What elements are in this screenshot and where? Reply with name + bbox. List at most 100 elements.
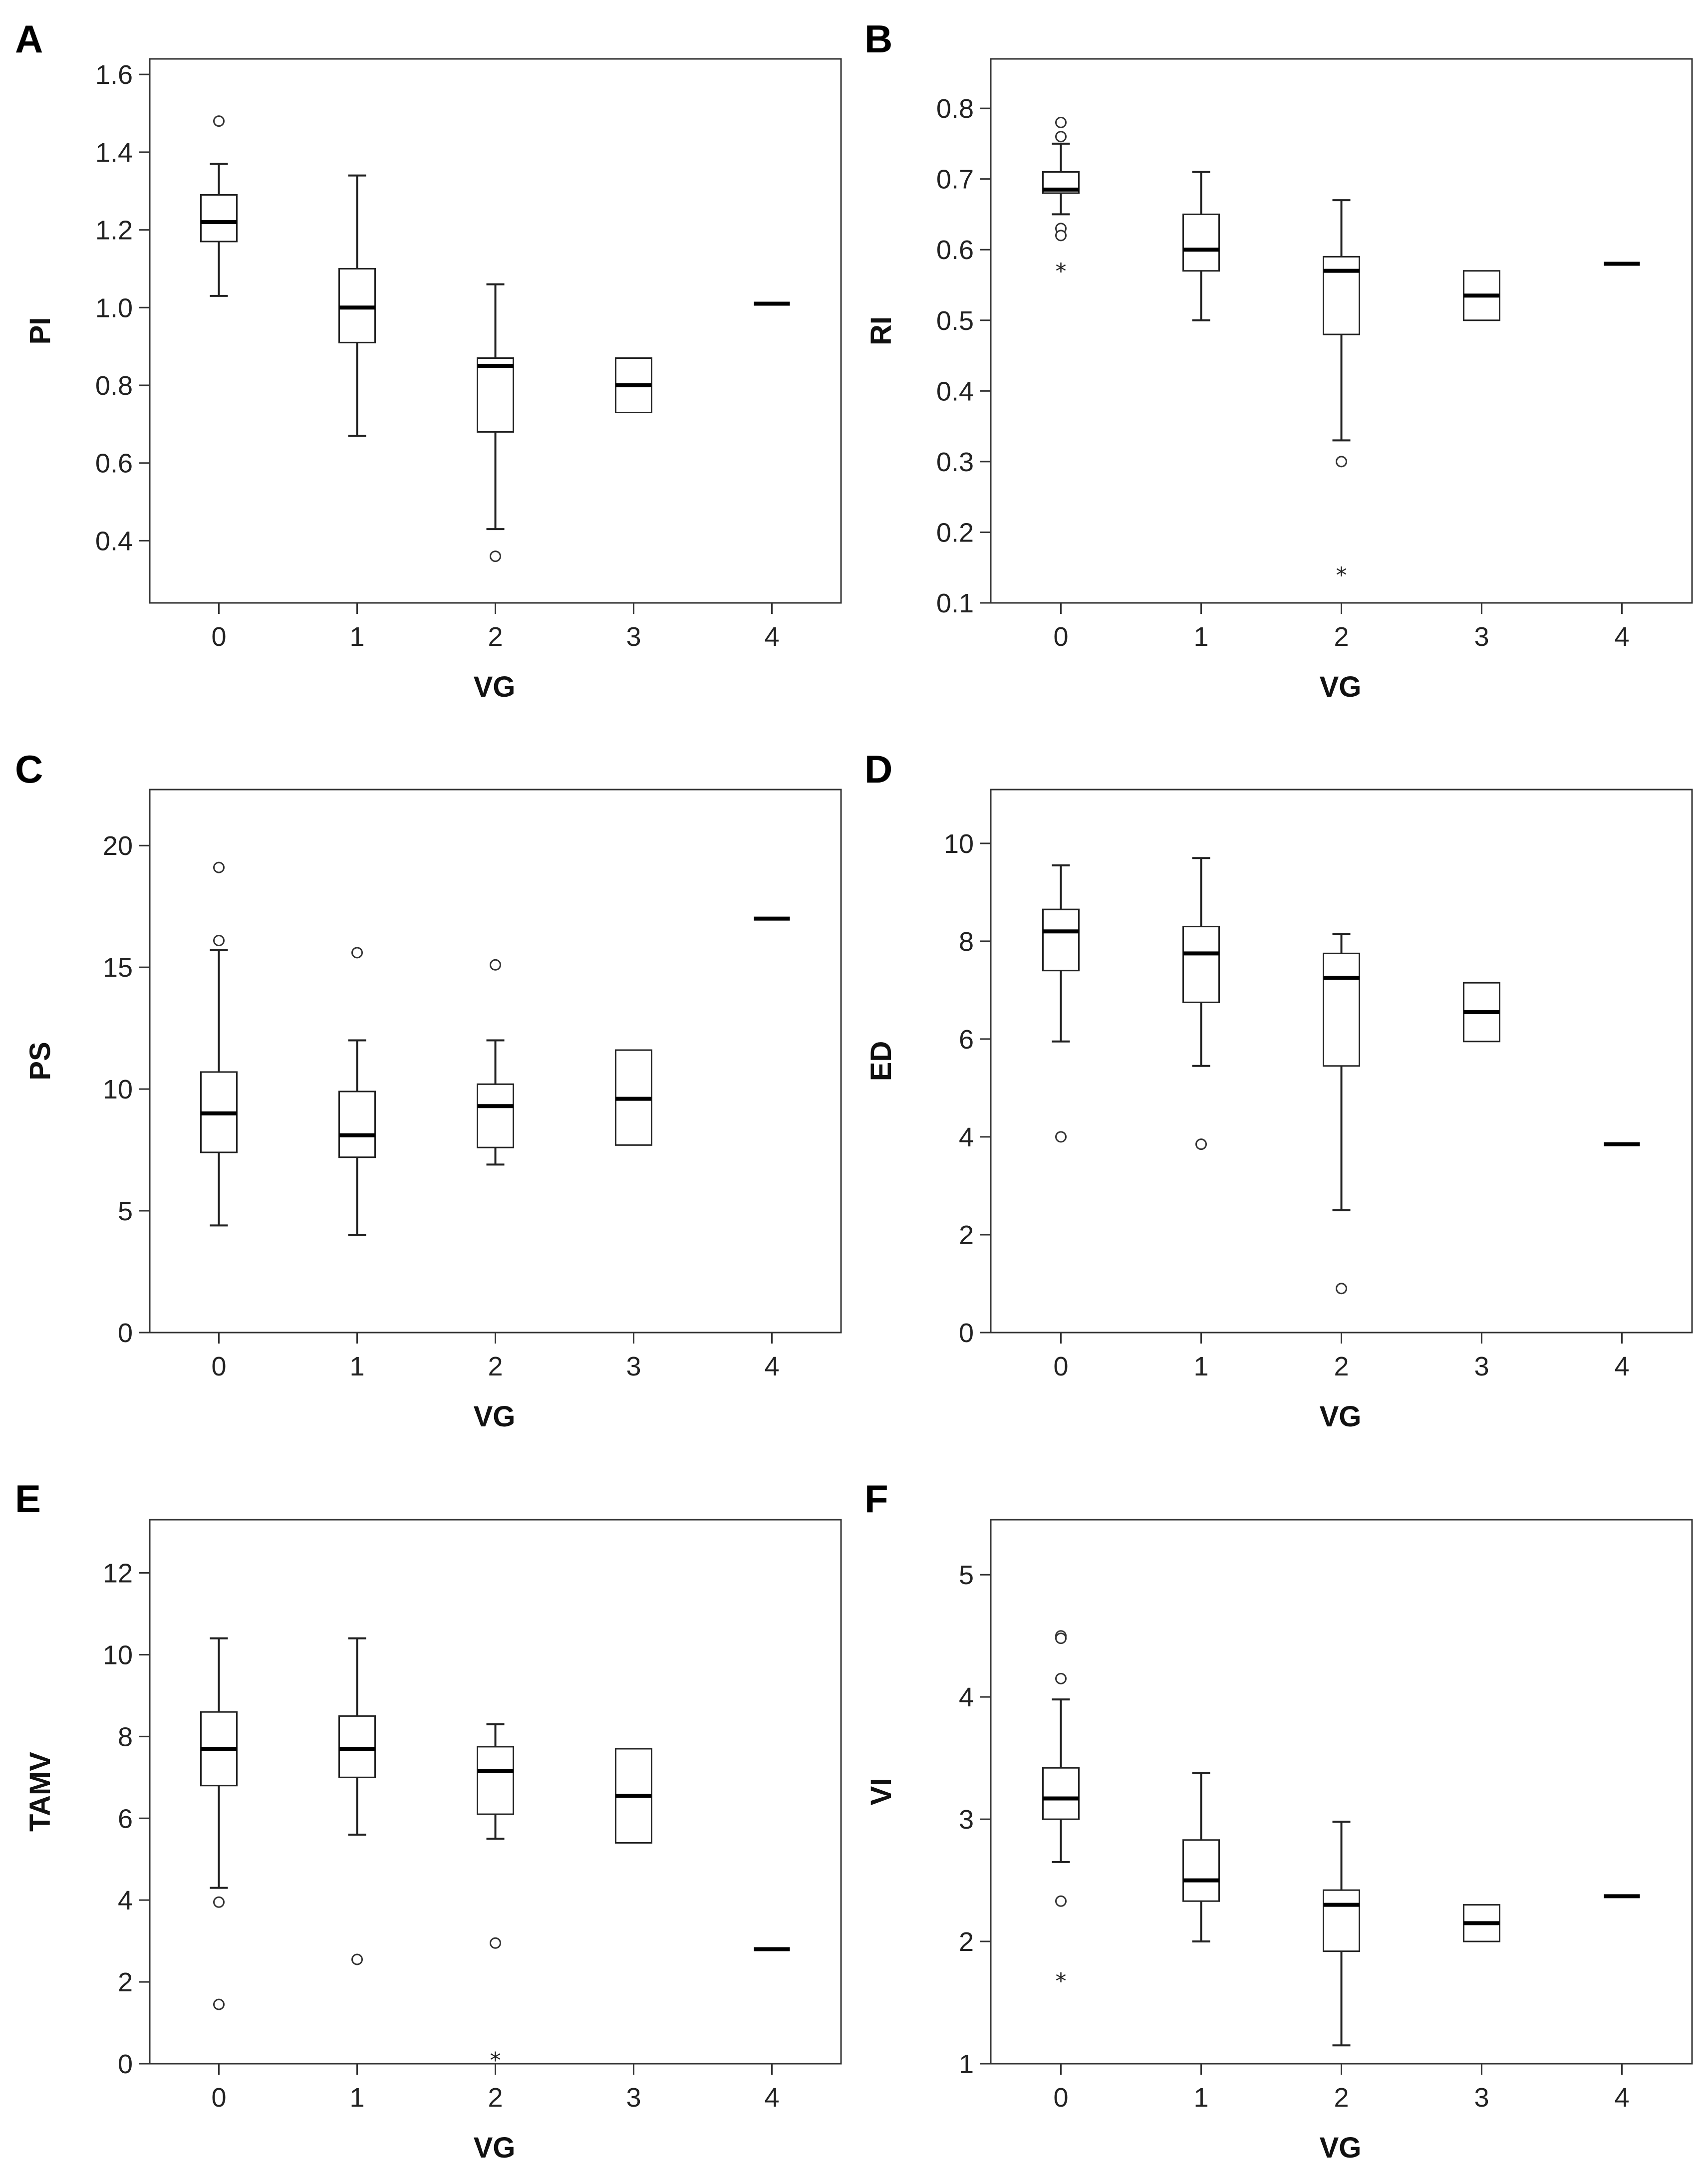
y-axis-title-c: PS [24, 1042, 56, 1080]
outlier-point [213, 115, 225, 127]
y-tick-label-d: 0 [959, 1318, 974, 1348]
x-tick-label-a: 1 [349, 622, 364, 652]
iqr-box [1182, 213, 1220, 272]
iqr-box [1182, 1839, 1220, 1902]
outlier-point [1195, 1138, 1207, 1150]
y-axis-title-e: TAMV [24, 1752, 56, 1832]
iqr-box [1323, 1889, 1360, 1952]
x-tick-label-f: 1 [1193, 2083, 1208, 2113]
y-tick-label-c: 5 [118, 1196, 133, 1226]
iqr-box [338, 1715, 376, 1778]
outlier-point [1336, 456, 1347, 468]
panel-b: B 0.1 0.2 0.3 0.4 0.5 0.6 0.7 0.8 0 1 2 3 4 VG RI * * [864, 17, 1693, 703]
iqr-box [477, 1746, 514, 1815]
x-axis-title-e: VG [474, 2132, 516, 2164]
box-group-c-vg3 [615, 1049, 652, 1146]
panel-f: F 1 2 3 4 5 0 1 2 3 4 VG VI * [864, 1477, 1693, 2164]
x-tick-label-d: 0 [1053, 1352, 1068, 1381]
y-axis-title-f: VI [865, 1778, 897, 1806]
box-group-b-vg2: * [1323, 199, 1360, 588]
y-tick-label-d: 10 [944, 829, 974, 859]
x-tick-label-b: 4 [1614, 622, 1629, 652]
y-tick-label-e: 4 [118, 1886, 133, 1915]
y-tick-label-e: 10 [103, 1640, 133, 1670]
x-axis-title-c: VG [474, 1400, 516, 1433]
iqr-box [1323, 952, 1360, 1067]
extreme-point: * [1056, 259, 1067, 284]
y-axis-title-b: RI [865, 316, 897, 345]
x-tick-label-e: 1 [349, 2083, 364, 2113]
iqr-box [1182, 925, 1220, 1003]
x-tick-label-a: 0 [211, 622, 226, 652]
outlier-point [490, 959, 501, 971]
box-group-b-vg1 [1182, 171, 1220, 321]
y-tick-label-e: 6 [118, 1804, 133, 1834]
x-tick-label-b: 3 [1474, 622, 1489, 652]
y-axis-title-a: PI [24, 317, 56, 345]
y-tick-label-f: 3 [959, 1805, 974, 1835]
box-group-e-vg0 [200, 1637, 238, 2010]
box-group-a-vg3 [615, 357, 652, 413]
box-group-c-vg0 [200, 861, 238, 1227]
x-tick-label-f: 0 [1053, 2083, 1068, 2113]
x-tick-label-b: 1 [1193, 622, 1208, 652]
x-tick-label-f: 3 [1474, 2083, 1489, 2113]
x-axis-title-a: VG [474, 671, 516, 703]
box-group-a-vg0 [200, 115, 238, 297]
x-tick-label-d: 1 [1193, 1352, 1208, 1381]
x-tick-label-d: 4 [1614, 1352, 1629, 1381]
x-axis-title-d: VG [1320, 1400, 1362, 1433]
outlier-point [1055, 1672, 1067, 1684]
y-tick-label-b: 0.2 [936, 518, 974, 547]
iqr-box [338, 1091, 376, 1158]
outlier-point [1336, 1283, 1347, 1295]
x-tick-label-e: 4 [764, 2083, 779, 2113]
y-tick-label-b: 0.1 [936, 588, 974, 618]
box-group-d-vg2 [1323, 933, 1360, 1295]
x-tick-label-a: 2 [488, 622, 503, 652]
box-group-f-vg2 [1323, 1821, 1360, 2047]
panel-a: A 0.4 0.6 0.8 1.0 1.2 1.4 1.6 0 1 2 3 4 VG PI [15, 17, 842, 703]
outlier-point [351, 1953, 363, 1965]
y-tick-label-b: 0.4 [936, 376, 974, 406]
y-tick-label-c: 0 [118, 1318, 133, 1348]
panel-letter-d: D [864, 747, 892, 791]
y-tick-label-a: 1.6 [95, 60, 133, 90]
y-axis-title-d: ED [865, 1041, 897, 1082]
panel-letter-c: C [15, 747, 43, 791]
y-tick-label-f: 5 [959, 1560, 974, 1590]
x-tick-label-a: 4 [764, 622, 779, 652]
y-tick-label-f: 1 [959, 2049, 974, 2079]
outlier-point [213, 861, 225, 873]
y-tick-label-e: 8 [118, 1722, 133, 1752]
box-group-b-vg3 [1463, 270, 1500, 321]
outlier-point [1055, 1131, 1067, 1143]
box-group-e-vg3 [615, 1748, 652, 1844]
box-group-f-vg0: * [1042, 1630, 1080, 1994]
outlier-point [490, 550, 501, 562]
x-axis-title-f: VG [1320, 2132, 1362, 2164]
box-group-c-vg2 [477, 959, 514, 1166]
iqr-box [1042, 908, 1080, 972]
extreme-point: * [1336, 562, 1347, 588]
box-group-b-vg0: * [1042, 116, 1080, 284]
extreme-point: * [490, 2048, 501, 2073]
x-tick-label-e: 0 [211, 2083, 226, 2113]
x-tick-label-a: 3 [626, 622, 641, 652]
outlier-point [351, 947, 363, 959]
iqr-box [477, 1083, 514, 1148]
y-tick-label-a: 0.8 [95, 371, 133, 401]
y-tick-label-a: 0.4 [95, 526, 133, 556]
x-tick-label-f: 2 [1334, 2083, 1349, 2113]
extreme-point: * [1056, 1968, 1067, 1994]
x-axis-title-b: VG [1320, 671, 1362, 703]
x-tick-label-c: 0 [211, 1352, 226, 1381]
panel-letter-b: B [864, 17, 892, 61]
y-tick-label-d: 6 [959, 1025, 974, 1055]
box-group-e-vg2: * [477, 1723, 514, 2073]
y-tick-label-f: 2 [959, 1927, 974, 1957]
y-tick-label-e: 2 [118, 1967, 133, 1997]
box-group-f-vg3 [1463, 1904, 1500, 1942]
x-tick-label-b: 2 [1334, 622, 1349, 652]
